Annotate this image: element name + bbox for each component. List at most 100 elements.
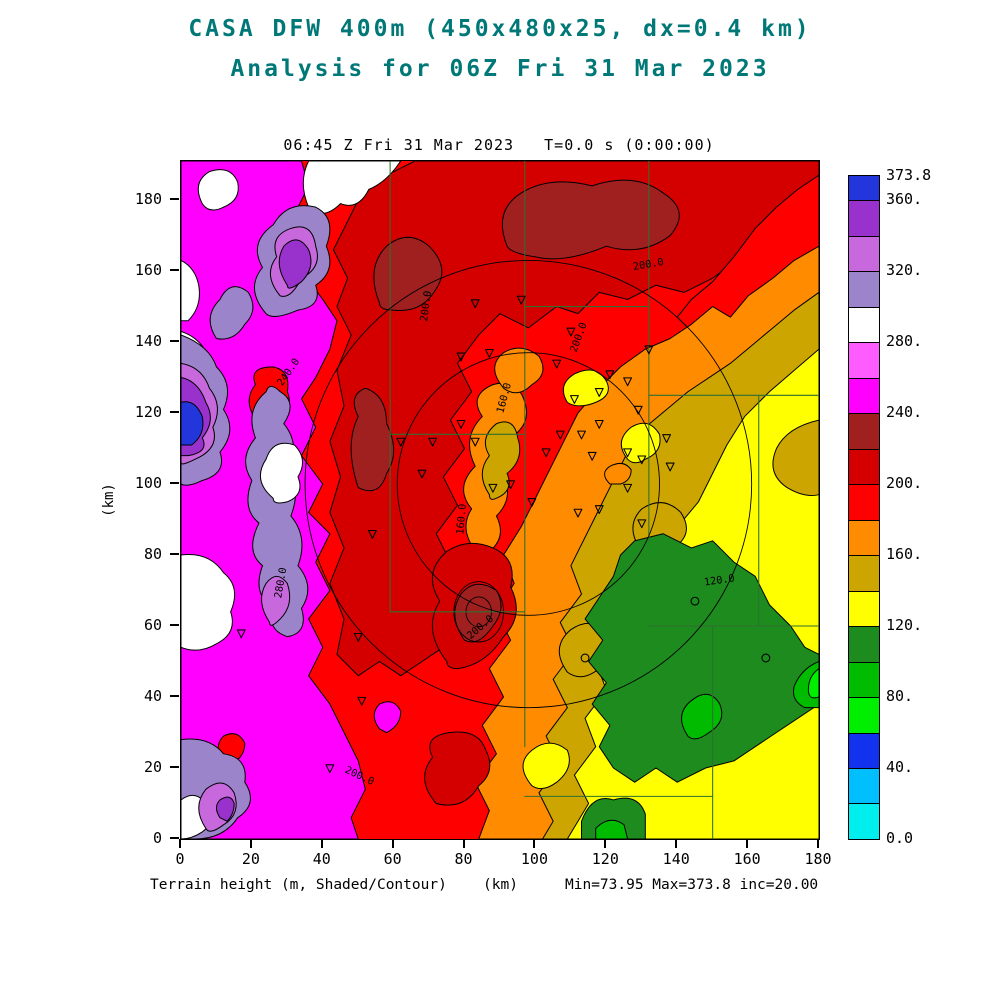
colorbar-cell [849, 377, 879, 414]
colorbar-tick-label: 0.0 [886, 829, 914, 847]
footer-minmax-label: Min=73.95 Max=373.8 inc=20.00 [565, 877, 819, 893]
terrain-region [373, 701, 402, 734]
x-tick-mark [320, 839, 323, 848]
y-axis: 0 20 40 60 80 100 120 140 160 180 [0, 160, 180, 847]
y-tick-mark [170, 553, 179, 556]
site-marker-triangle [662, 434, 672, 444]
site-marker-triangle [325, 764, 335, 774]
terrain-region [584, 533, 819, 783]
x-tick-label: 60 [383, 850, 402, 868]
terrain-region [259, 442, 303, 504]
colorbar-cell [849, 176, 879, 201]
terrain-region [522, 742, 570, 790]
site-marker-triangle [236, 629, 246, 639]
site-marker-triangle [570, 395, 579, 404]
site-marker-triangle [470, 299, 480, 309]
footer-variable-label: Terrain height (m, Shaded/Contour) [150, 877, 447, 893]
terrain-region [181, 401, 204, 446]
site-marker-triangle [594, 388, 604, 397]
y-tick-mark [170, 411, 179, 414]
y-tick-label: 60 [143, 616, 162, 635]
colorbar-cell [849, 271, 879, 307]
colorbar-cell [849, 697, 879, 733]
x-tick-label: 20 [241, 850, 260, 868]
colorbar-cell [849, 306, 879, 343]
site-marker-triangle [417, 469, 427, 479]
contour-label: 200.0 [632, 256, 664, 273]
site-marker-triangle [573, 508, 583, 518]
x-tick-mark [249, 839, 252, 848]
terrain-region [424, 731, 491, 806]
colorbar-tick-label: 120. [886, 616, 923, 635]
footer-x-unit-label: (km) [483, 877, 518, 893]
site-marker-triangle [644, 345, 654, 355]
x-tick-mark [179, 839, 181, 848]
contour-label: 200.0 [418, 290, 434, 322]
terrain-map: 200.0200.0240.0280.0160.0160.0200.0200.0… [181, 161, 819, 839]
site-marker-triangle [623, 483, 633, 493]
site-marker-triangle [552, 359, 562, 369]
terrain-region [261, 575, 291, 626]
x-tick-mark [604, 839, 607, 848]
site-marker-triangle [367, 529, 377, 539]
colorbar-cell [849, 803, 879, 839]
range-ring [304, 259, 753, 709]
terrain-region [181, 259, 200, 322]
terrain-region [350, 387, 395, 492]
terrain-region [278, 239, 312, 289]
colorbar-cell [849, 555, 879, 591]
terrain-region [197, 169, 239, 211]
colorbar-cell [849, 661, 879, 698]
site-marker-triangle [623, 377, 633, 387]
colorbar [848, 175, 880, 840]
site-marker-triangle [488, 483, 498, 493]
y-tick-label: 180 [134, 190, 162, 209]
x-tick-mark [746, 839, 749, 848]
site-marker-triangle [587, 451, 597, 461]
terrain-region [373, 236, 443, 312]
y-tick-mark [170, 198, 179, 201]
terrain-region [209, 286, 254, 340]
terrain-region [595, 819, 629, 839]
site-marker-triangle [516, 295, 526, 305]
site-marker-triangle [605, 370, 615, 380]
colorbar-cell [849, 484, 879, 520]
contour-label: 120.0 [703, 572, 735, 588]
contour-label: 160.0 [454, 503, 469, 535]
y-tick-label: 120 [134, 403, 162, 422]
x-tick-mark [675, 839, 678, 848]
terrain-region [772, 419, 819, 497]
y-tick-mark [170, 837, 179, 839]
site-marker-triangle [357, 696, 367, 706]
site-marker-triangle [637, 519, 647, 529]
x-tick-label: 180 [804, 850, 832, 868]
x-tick-mark [817, 839, 819, 848]
site-marker-triangle [470, 437, 480, 447]
y-tick-mark [170, 695, 179, 697]
colorbar-cell [849, 732, 879, 768]
site-marker-triangle [665, 462, 675, 472]
colorbar-cell [849, 767, 879, 804]
y-tick-mark [170, 340, 179, 343]
map-plot-area: 200.0 200.0 240.0 280.0 160.0 160.0 200.0 200.0… [180, 160, 820, 840]
colorbar-tick-label: 80. [886, 687, 914, 706]
y-tick-label: 40 [143, 687, 162, 705]
site-marker-circle [580, 653, 590, 663]
site-marker-triangle [353, 632, 363, 642]
x-axis: 0 20 40 60 80 100 120 140 160 180 [175, 839, 832, 877]
site-marker-triangle [396, 437, 406, 447]
terrain-region [302, 161, 402, 214]
y-tick-label: 160 [134, 261, 162, 280]
y-tick-label: 0 [152, 829, 162, 847]
y-tick-label: 80 [143, 545, 162, 564]
colorbar-tick-label: 360. [886, 190, 923, 209]
plot-time-header: 06:45 Z Fri 31 Mar 2023 T=0.0 s (0:00:00… [283, 136, 715, 154]
terrain-region [215, 796, 235, 822]
site-marker-triangle [637, 455, 647, 465]
terrain-region [681, 693, 723, 740]
site-marker-triangle [456, 419, 466, 429]
site-marker-triangle [623, 448, 633, 458]
colorbar-tick-label: 373.8 [886, 166, 932, 184]
x-tick-label: 40 [312, 850, 331, 868]
